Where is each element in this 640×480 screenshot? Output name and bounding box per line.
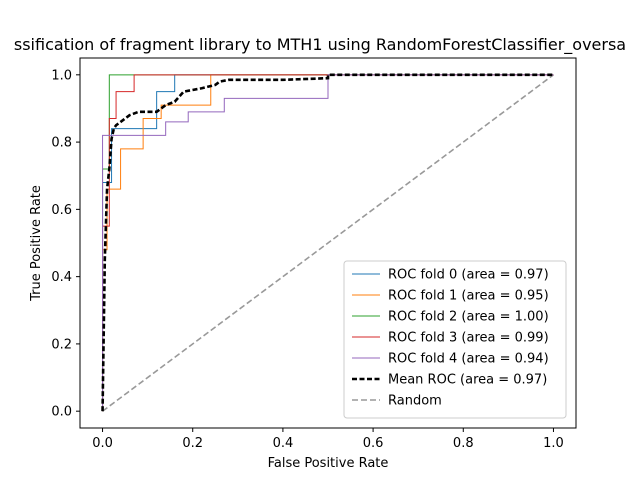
x-tick-label: 0.4	[273, 436, 294, 451]
y-axis: 0.0 0.2 0.4 0.6 0.8 1.0	[51, 68, 80, 420]
y-axis-label: True Positive Rate	[29, 185, 44, 302]
x-tick-label: 0.0	[92, 436, 113, 451]
legend-entry: ROC fold 0 (area = 0.97)	[388, 268, 549, 283]
x-tick-label: 1.0	[543, 436, 564, 451]
legend-box	[343, 260, 567, 419]
series-line-6	[102, 74, 554, 412]
x-tick-label: 0.2	[182, 436, 203, 451]
legend-entry: Random	[388, 394, 442, 409]
chart-title: ssification of fragment library to MTH1 …	[14, 35, 626, 55]
series-line-1	[102, 74, 554, 412]
y-tick-label: 0.4	[51, 270, 72, 285]
x-axis-label: False Positive Rate	[268, 456, 389, 471]
legend-entry: ROC fold 4 (area = 0.94)	[388, 352, 549, 367]
legend: ROC fold 0 (area = 0.97) ROC fold 1 (area…	[343, 260, 567, 419]
y-tick-label: 0.0	[51, 405, 72, 420]
legend-entry: ROC fold 2 (area = 1.00)	[388, 310, 549, 325]
y-tick-label: 0.6	[51, 203, 72, 218]
y-tick-label: 1.0	[51, 68, 72, 83]
legend-entry: ROC fold 3 (area = 0.99)	[388, 331, 549, 346]
plot-area	[79, 57, 577, 429]
x-axis: 0.0 0.2 0.4 0.6 0.8 1.0	[92, 428, 564, 451]
axes-frame	[79, 57, 577, 429]
y-tick-label: 0.8	[51, 136, 72, 151]
series-line-4	[102, 74, 554, 412]
x-tick-label: 0.8	[453, 436, 474, 451]
legend-entry: ROC fold 1 (area = 0.95)	[388, 289, 549, 304]
legend-entry: Mean ROC (area = 0.97)	[388, 373, 547, 388]
y-tick-label: 0.2	[51, 337, 72, 352]
x-tick-label: 0.6	[363, 436, 384, 451]
series-line-5	[101, 73, 554, 412]
